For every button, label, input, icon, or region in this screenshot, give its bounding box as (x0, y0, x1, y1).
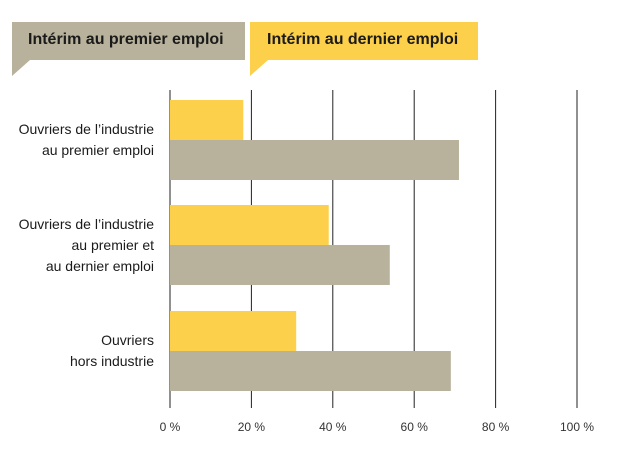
category-label-line: hors industrie (69, 353, 154, 369)
category-label-line: au dernier emploi (45, 257, 154, 274)
bar-dernier-emploi (170, 205, 329, 245)
bar-premier-emploi (170, 351, 451, 391)
legend-label-dernier: Intérim au dernier emploi (267, 31, 459, 48)
x-tick-label: 100 % (560, 420, 594, 434)
category-label-line: au premier emploi (41, 142, 154, 158)
category-label-line: Ouvriers (101, 332, 154, 348)
category-label-line: Ouvriers de l’industrie (18, 215, 154, 232)
bar-dernier-emploi (170, 100, 244, 140)
category-label-line: au premier et (71, 236, 154, 253)
category-label: Ouvriers de l’industrie au premier emploi (19, 119, 154, 161)
x-tick-label: 40 % (319, 420, 347, 434)
legend-tab-dernier (250, 22, 478, 76)
category-label: Ouvriers de l’industrie au premier et au d… (19, 214, 154, 277)
x-tick-labels: 0 % 20 % 40 % 60 % 80 % 100 % (160, 420, 595, 434)
legend-tab-premier (12, 22, 245, 76)
x-tick-label: 80 % (482, 420, 510, 434)
legend-label-premier: Intérim au premier emploi (28, 31, 224, 48)
x-tick-label: 60 % (401, 420, 429, 434)
x-tick-label: 20 % (238, 420, 266, 434)
category-label: Ouvriers hors industrie (70, 330, 154, 372)
bar-premier-emploi (170, 140, 459, 180)
bar-premier-emploi (170, 245, 390, 285)
bar-dernier-emploi (170, 311, 297, 351)
category-label-line: Ouvriers de l’industrie (18, 121, 154, 137)
bars (170, 100, 459, 391)
x-tick-label: 0 % (160, 420, 181, 434)
